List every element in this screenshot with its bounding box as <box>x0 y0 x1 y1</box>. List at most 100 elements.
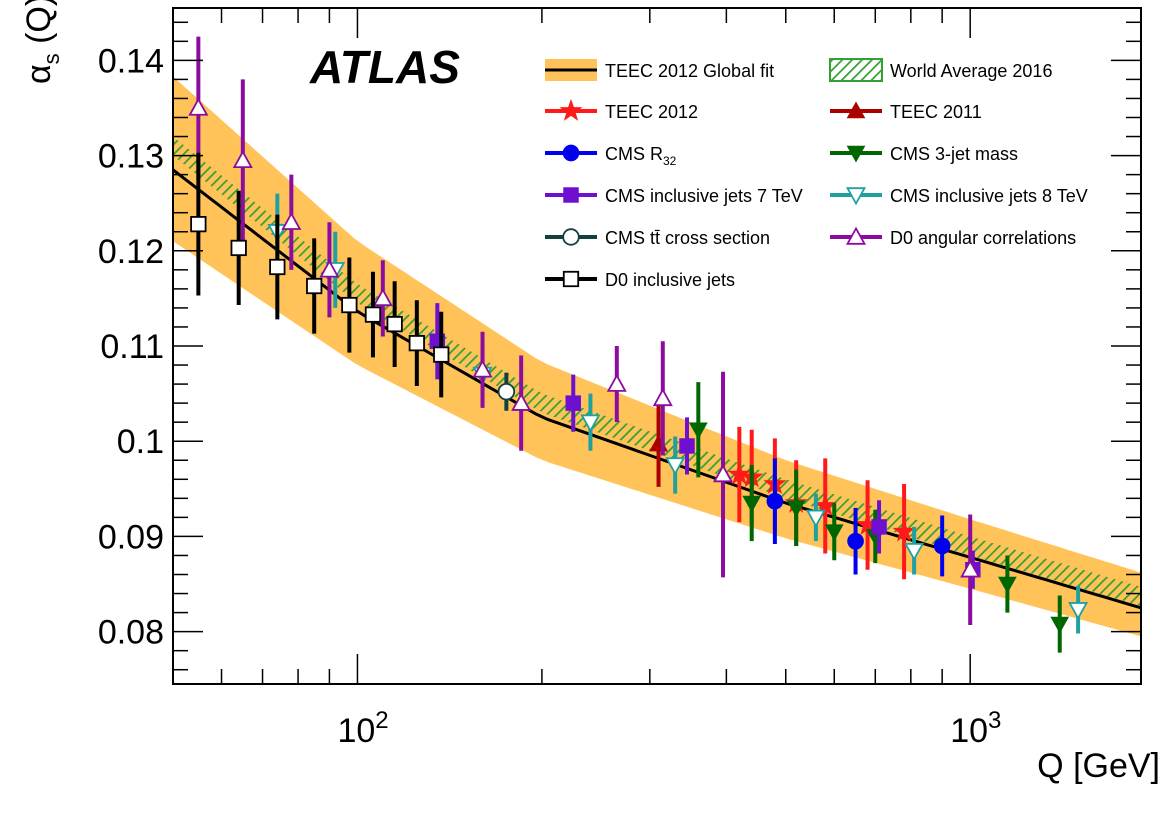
legend-label: CMS tt̄ cross section <box>605 228 770 248</box>
data-point <box>341 296 358 314</box>
data-point <box>665 457 686 476</box>
legend-symbol <box>830 187 882 206</box>
data-point <box>408 335 425 352</box>
y-axis-title-sub: s <box>39 53 64 64</box>
legend-label: CMS 3-jet mass <box>890 144 1018 164</box>
y-tick-label: 0.11 <box>100 328 164 366</box>
legend-symbol <box>830 145 882 163</box>
legend-symbol <box>545 98 597 121</box>
y-tick-labels: 0.08 0.09 0.1 0.11 0.12 0.13 0.14 <box>98 42 164 651</box>
data-point <box>712 464 734 483</box>
legend-entry: CMS R32 <box>545 144 677 168</box>
legend-entry: CMS inclusive jets 8 TeV <box>830 186 1088 206</box>
data-point <box>998 576 1017 594</box>
legend-entry: TEEC 2011 <box>830 101 982 122</box>
x-tick-label: 102 <box>337 707 388 750</box>
data-point <box>606 373 627 392</box>
legend-label: CMS inclusive jets 7 TeV <box>605 186 803 206</box>
data-point <box>386 315 403 333</box>
legend-entry: TEEC 2012 Global fit <box>545 59 774 81</box>
legend-marker <box>562 228 580 246</box>
data-point <box>933 537 951 555</box>
y-tick-label: 0.14 <box>98 42 164 80</box>
data-point <box>892 519 916 542</box>
data-point <box>190 216 207 233</box>
data-point <box>269 258 286 276</box>
data-point <box>847 532 864 550</box>
legend-entry: D0 inclusive jets <box>545 270 735 290</box>
legend-entry: TEEC 2012 <box>545 98 698 122</box>
legend-symbol <box>545 187 597 203</box>
legend-marker <box>559 98 583 121</box>
legend-label: TEEC 2011 <box>890 102 982 122</box>
x-tick-labels: 102 103 <box>337 707 1001 750</box>
data-point <box>1050 616 1070 634</box>
legend-entry: D0 angular correlations <box>830 226 1076 248</box>
series-cms-3jet-mass <box>688 382 1070 653</box>
series-cms-incl-jets-8tev <box>267 193 1089 634</box>
legend-symbol <box>545 144 597 162</box>
y-axis-title: αs (Q) <box>20 0 64 84</box>
legend-label: World Average 2016 <box>890 61 1052 81</box>
data-point <box>306 277 323 295</box>
legend-label: CMS inclusive jets 8 TeV <box>890 186 1088 206</box>
legend-marker <box>562 144 580 162</box>
data-point <box>497 382 516 401</box>
data-point <box>786 500 806 518</box>
legend-marker <box>846 101 866 119</box>
data-point <box>188 97 209 116</box>
y-axis-title-main: α <box>20 64 58 84</box>
legend-symbol <box>545 59 597 81</box>
y-tick-label: 0.09 <box>98 518 164 556</box>
data-point <box>433 346 450 363</box>
x-tick-label: 103 <box>950 707 1001 750</box>
legend-label: D0 inclusive jets <box>605 270 735 290</box>
x-axis-title: Q [GeV] <box>1037 747 1160 785</box>
legend-marker <box>846 145 866 163</box>
data-point <box>372 288 393 307</box>
legend-label: TEEC 2012 Global fit <box>605 61 774 81</box>
series-cms-ttbar <box>497 372 516 411</box>
data-point <box>580 414 601 433</box>
data-point <box>688 422 708 440</box>
legend-entry: CMS tt̄ cross section <box>545 228 770 248</box>
legend-marker <box>845 187 867 206</box>
legend-symbol <box>545 228 597 246</box>
data-point <box>727 462 751 485</box>
legend-symbol <box>830 101 882 119</box>
y-tick-label: 0.1 <box>117 423 164 461</box>
data-point <box>871 519 887 535</box>
legend-marker <box>563 187 579 203</box>
data-point <box>565 395 581 411</box>
data-point <box>281 211 302 230</box>
legend-entry: CMS 3-jet mass <box>830 144 1018 164</box>
legend-entry: CMS inclusive jets 7 TeV <box>545 186 803 206</box>
data-point <box>472 359 493 378</box>
legend-label: CMS R32 <box>605 144 677 168</box>
world-average-band <box>173 136 1141 606</box>
data-point <box>364 306 382 323</box>
legend-symbol <box>829 58 883 82</box>
data-point <box>319 259 340 278</box>
legend-entry: World Average 2016 <box>829 58 1052 82</box>
legend-symbol <box>830 226 882 245</box>
series-cms-r32 <box>766 458 951 577</box>
legend-label: D0 angular correlations <box>890 228 1076 248</box>
data-point <box>230 239 247 257</box>
legend: TEEC 2012 Global fit World Average 2016 TE… <box>545 58 1088 290</box>
data-point <box>232 149 253 169</box>
legend-symbol <box>545 270 597 288</box>
y-tick-label: 0.13 <box>98 138 164 176</box>
atlas-label: ATLAS <box>309 41 460 93</box>
y-tick-label: 0.12 <box>98 233 164 271</box>
series-d0-incl-jets <box>190 152 450 398</box>
data-point <box>652 388 673 407</box>
y-axis-title-tail: (Q) <box>20 0 58 53</box>
legend-label: TEEC 2012 <box>605 102 698 122</box>
data-point <box>511 392 532 411</box>
legend-marker <box>845 226 867 245</box>
data-point <box>742 495 762 513</box>
data-point <box>679 438 695 454</box>
data-point <box>805 509 826 528</box>
